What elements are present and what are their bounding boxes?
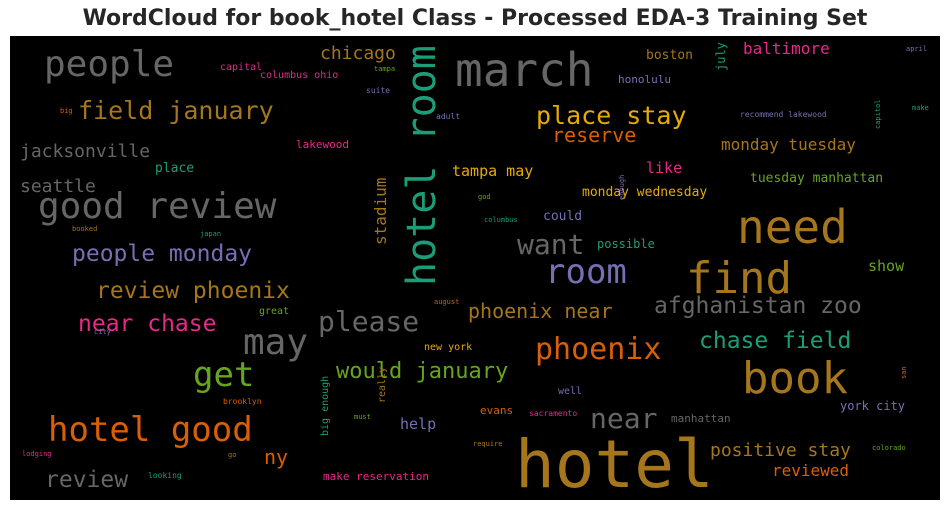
word-5: book — [742, 353, 848, 404]
word-32: positive stay — [710, 440, 851, 461]
word-9: room — [545, 252, 627, 292]
word-54: big enough — [320, 376, 331, 436]
word-12: phoenix — [535, 332, 661, 367]
word-27: jacksonville — [20, 141, 150, 162]
word-56: make reservation — [323, 470, 429, 483]
word-41: show — [868, 257, 905, 275]
word-59: recommend lakewood — [740, 110, 827, 119]
word-49: capital — [220, 62, 262, 73]
word-19: review phoenix — [96, 278, 290, 304]
word-64: suite — [366, 86, 390, 95]
word-34: stadium — [371, 178, 390, 245]
word-82: san — [900, 366, 908, 379]
chart-title: WordCloud for book_hotel Class - Process… — [82, 6, 868, 31]
word-74: must — [354, 413, 371, 421]
word-8: may — [243, 322, 308, 363]
word-42: boston — [646, 48, 693, 63]
word-68: japan — [200, 230, 221, 238]
word-17: field january — [78, 96, 274, 125]
word-10: hotel good — [48, 410, 253, 450]
word-65: adult — [436, 112, 460, 121]
word-29: chicago — [320, 43, 396, 64]
word-48: lakewood — [296, 138, 349, 151]
word-38: monday wednesday — [582, 185, 707, 200]
word-36: reviewed — [772, 461, 849, 480]
word-26: reserve — [552, 123, 636, 147]
word-60: brooklyn — [223, 397, 262, 406]
word-47: july — [714, 42, 728, 71]
word-13: want — [517, 228, 584, 261]
word-46: place — [155, 161, 194, 176]
word-43: york city — [840, 399, 905, 413]
word-6: good review — [38, 186, 277, 227]
word-83: colorado — [872, 444, 906, 452]
word-72: august — [434, 298, 459, 306]
word-81: capitol — [874, 99, 882, 129]
word-73: city — [94, 328, 111, 336]
word-2: hotel room — [399, 45, 445, 286]
word-24: would january — [336, 359, 508, 384]
word-50: columbus ohio — [260, 70, 338, 81]
word-55: really — [377, 367, 388, 403]
word-0: hotel — [515, 426, 714, 500]
word-70: columbus — [484, 216, 518, 224]
word-76: lodging — [22, 450, 52, 458]
word-40: help — [400, 415, 436, 433]
word-80: make — [912, 104, 929, 112]
word-61: sacramento — [529, 409, 577, 418]
cloud-background — [10, 36, 940, 500]
word-25: review — [45, 467, 128, 493]
word-11: get — [193, 355, 254, 395]
word-39: like — [646, 159, 682, 177]
word-78: looking — [148, 471, 182, 480]
word-7: people — [44, 44, 174, 85]
word-66: big — [60, 107, 73, 115]
word-20: near chase — [78, 311, 216, 337]
word-57: new york — [424, 342, 472, 353]
word-37: tuesday manhattan — [750, 171, 883, 186]
word-67: booked — [72, 225, 97, 233]
word-75: require — [473, 440, 503, 448]
word-14: please — [318, 305, 419, 338]
word-22: phoenix near — [468, 299, 613, 323]
word-69: god — [478, 193, 491, 201]
word-21: chase field — [699, 328, 851, 354]
word-4: find — [686, 253, 792, 304]
word-63: tampa — [374, 65, 395, 73]
word-45: possible — [597, 237, 655, 251]
word-23: afghanistan zoo — [654, 293, 862, 319]
word-71: enough — [618, 175, 626, 200]
word-16: place stay — [536, 101, 687, 130]
word-18: people monday — [72, 241, 252, 267]
word-28: seattle — [20, 176, 96, 197]
word-44: could — [543, 209, 582, 224]
word-53: manhattan — [671, 412, 731, 425]
word-31: monday tuesday — [721, 135, 856, 154]
word-35: tampa may — [452, 162, 533, 180]
word-33: ny — [264, 445, 288, 469]
word-3: need — [737, 200, 848, 254]
word-77: go — [228, 451, 236, 459]
word-1: march — [455, 43, 593, 97]
word-62: well — [558, 386, 582, 397]
word-58: great — [259, 306, 289, 317]
word-52: evans — [480, 404, 513, 417]
word-51: honolulu — [618, 73, 671, 86]
word-79: april — [906, 45, 927, 53]
word-15: near — [590, 402, 657, 435]
word-30: baltimore — [743, 39, 830, 58]
